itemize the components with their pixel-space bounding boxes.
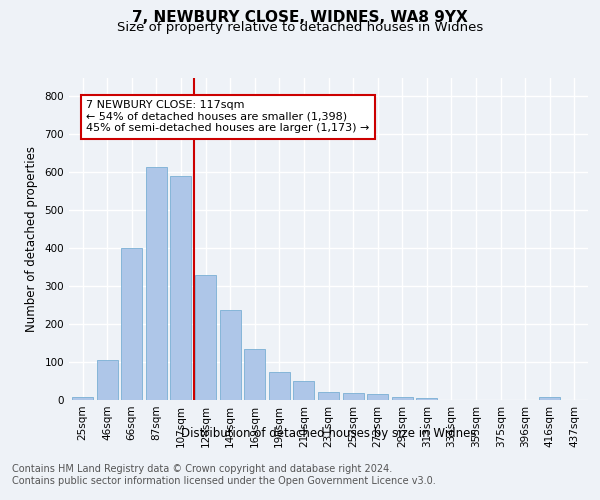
Bar bbox=[367, 394, 388, 400]
Text: 7 NEWBURY CLOSE: 117sqm
← 54% of detached houses are smaller (1,398)
45% of semi: 7 NEWBURY CLOSE: 117sqm ← 54% of detache… bbox=[86, 100, 370, 134]
Bar bbox=[343, 393, 364, 400]
Bar bbox=[318, 392, 339, 400]
Text: 7, NEWBURY CLOSE, WIDNES, WA8 9YX: 7, NEWBURY CLOSE, WIDNES, WA8 9YX bbox=[132, 10, 468, 25]
Y-axis label: Number of detached properties: Number of detached properties bbox=[25, 146, 38, 332]
Text: Contains public sector information licensed under the Open Government Licence v3: Contains public sector information licen… bbox=[12, 476, 436, 486]
Bar bbox=[170, 176, 191, 400]
Bar bbox=[244, 349, 265, 400]
Bar bbox=[269, 372, 290, 400]
Bar bbox=[392, 398, 413, 400]
Text: Size of property relative to detached houses in Widnes: Size of property relative to detached ho… bbox=[117, 21, 483, 34]
Bar bbox=[72, 397, 93, 400]
Bar bbox=[121, 248, 142, 400]
Bar bbox=[195, 275, 216, 400]
Bar bbox=[97, 360, 118, 400]
Bar bbox=[416, 398, 437, 400]
Bar bbox=[539, 397, 560, 400]
Text: Contains HM Land Registry data © Crown copyright and database right 2024.: Contains HM Land Registry data © Crown c… bbox=[12, 464, 392, 474]
Bar bbox=[146, 166, 167, 400]
Bar bbox=[293, 381, 314, 400]
Text: Distribution of detached houses by size in Widnes: Distribution of detached houses by size … bbox=[181, 428, 476, 440]
Bar bbox=[220, 310, 241, 400]
